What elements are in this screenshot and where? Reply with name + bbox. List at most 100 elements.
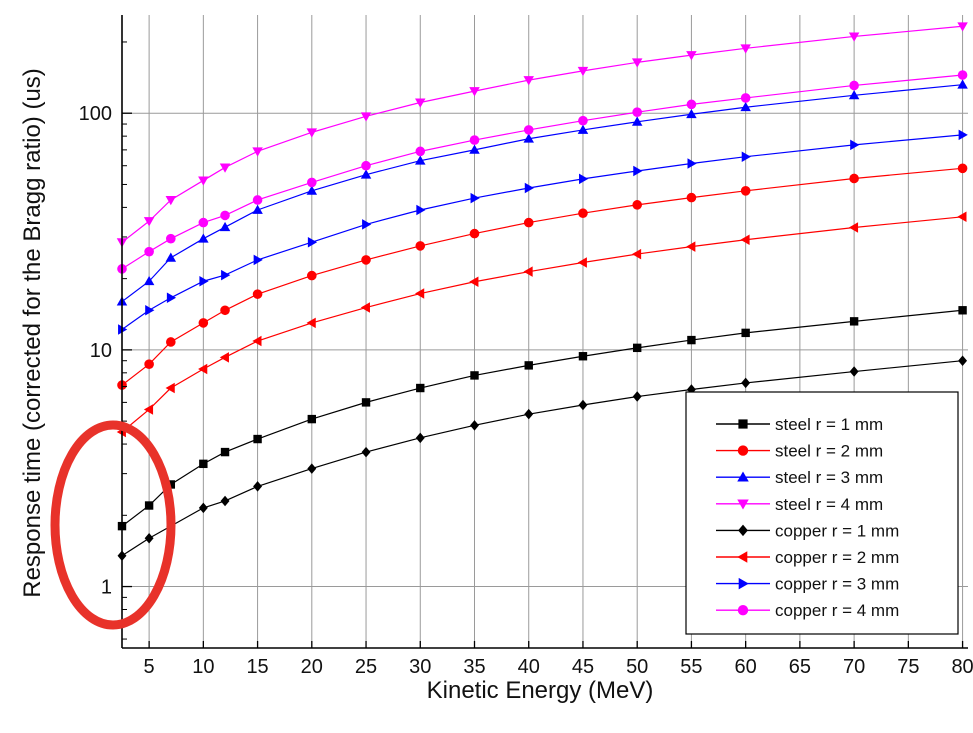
data-point [524,182,534,194]
data-point [252,195,263,205]
legend: steel r = 1 mm steel r = 2 mm steel r = 3 … [685,391,959,635]
data-point [306,317,316,329]
data-point [957,211,967,223]
data-point [144,246,154,257]
data-point [361,446,371,458]
x-tick-label: 25 [355,656,377,678]
data-point [144,359,154,369]
data-point [307,414,317,424]
data-point [165,252,177,262]
legend-marker [738,419,748,429]
legend-marker [737,471,749,482]
data-point [632,343,642,353]
data-point [198,363,208,375]
data-point [252,147,263,157]
x-tick-label: 5 [144,656,155,678]
data-point [577,66,589,77]
x-tick-label: 40 [518,656,540,678]
data-point [165,382,175,394]
series-steel-r-4-mm [116,22,968,248]
legend-label: steel r = 4 mm [775,495,883,514]
data-point [220,495,230,507]
data-point [253,481,263,492]
data-point [958,129,968,141]
data-point [219,221,231,232]
data-point [957,22,968,32]
legend-label: copper r = 1 mm [775,521,899,540]
data-point [415,288,425,299]
data-point [632,107,642,117]
data-point [957,163,968,174]
data-point [686,241,696,252]
x-tick-label: 65 [789,656,811,678]
legend-entry: copper r = 4 mm [716,601,899,620]
data-point [578,352,588,361]
data-point [219,352,229,363]
data-point [361,160,371,171]
data-point [631,58,643,68]
data-point [849,173,859,184]
x-tick-label: 10 [192,656,214,678]
data-point [632,391,642,402]
series-layer [116,22,968,561]
x-tick-label: 30 [409,656,431,678]
data-point [307,463,317,474]
data-point [523,217,534,228]
data-point [415,241,426,251]
data-point [307,177,317,188]
data-point [578,115,588,126]
data-point [360,169,372,179]
legend-marker [738,577,749,590]
data-point [631,248,642,260]
data-point [252,289,263,299]
x-axis-label: Kinetic Energy (MeV) [427,677,654,704]
legend-entry: copper r = 2 mm [716,548,899,567]
x-tick-label: 60 [735,656,757,678]
legend-label: steel r = 2 mm [775,442,883,461]
data-point [253,254,263,266]
data-point [416,204,426,216]
data-point [850,139,860,151]
data-point [220,210,230,221]
x-tick-label: 35 [463,656,485,678]
data-point [306,185,318,195]
series-line [121,167,963,386]
data-point [686,99,697,110]
data-point [848,90,860,100]
data-point [849,366,859,377]
data-point [524,361,533,370]
data-point [219,163,231,173]
data-point [578,399,588,411]
data-point [740,44,751,54]
legend-box [685,391,959,635]
data-point [578,208,588,219]
data-point [631,116,643,126]
x-tick-label: 55 [680,656,702,678]
series-steel-r-2-mm [117,163,968,390]
legend-marker [737,605,749,616]
data-point [307,236,318,248]
series-copper-r-4-mm [117,70,968,274]
data-point [361,398,371,407]
data-point [470,420,479,431]
data-point [252,335,262,347]
legend-entry: copper r = 3 mm [716,575,899,594]
series-line [121,134,963,330]
legend-label: copper r = 2 mm [775,548,899,567]
legend-marker [738,524,748,537]
data-point [523,133,534,143]
data-point [469,87,480,97]
legend-marker [737,499,749,510]
data-point [253,434,262,444]
data-point [145,305,155,316]
data-point [360,112,372,122]
series-line [121,74,963,270]
legend-label: copper r = 4 mm [775,601,899,620]
data-point [198,217,209,228]
legend-marker [737,445,749,456]
legend-entry: steel r = 3 mm [716,468,883,487]
data-point [362,219,372,230]
data-point [577,124,589,134]
data-point [220,305,230,316]
data-point [165,196,177,206]
